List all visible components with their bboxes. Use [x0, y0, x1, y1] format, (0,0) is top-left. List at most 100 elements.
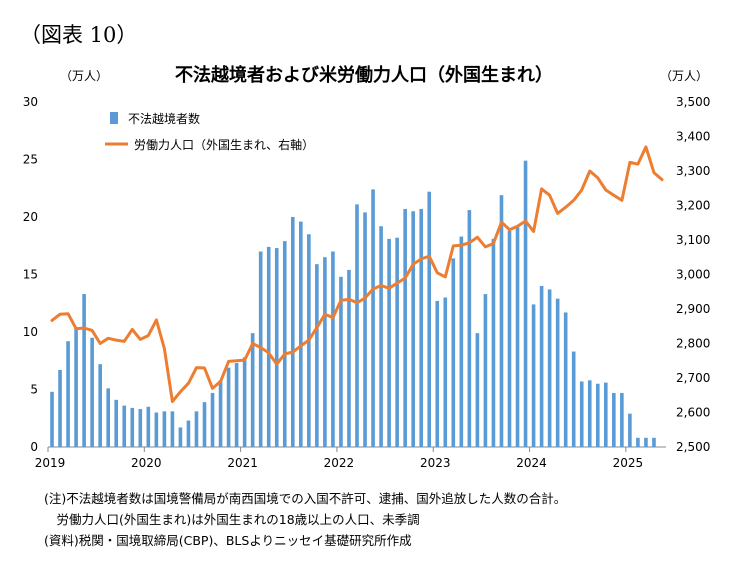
- bar: [427, 191, 432, 447]
- bar: [515, 226, 520, 447]
- bar: [66, 341, 70, 447]
- bar: [274, 248, 279, 447]
- bar: [539, 286, 544, 447]
- left-axis-unit: （万人）: [60, 69, 108, 83]
- bar: [178, 427, 183, 447]
- left-y-tick-label: 15: [23, 268, 38, 282]
- bar: [202, 402, 207, 447]
- bar: [146, 406, 151, 447]
- bar: [186, 420, 191, 447]
- bar: [50, 391, 54, 447]
- bar: [114, 399, 119, 447]
- bar: [523, 160, 528, 447]
- bar: [579, 381, 584, 447]
- bar: [170, 411, 175, 447]
- x-tick-label: 2021: [227, 456, 258, 470]
- bar: [555, 298, 560, 447]
- left-y-tick-label: 25: [23, 153, 38, 167]
- bar: [395, 237, 399, 447]
- bar: [339, 276, 343, 447]
- bar: [531, 304, 536, 447]
- right-y-tick-label: 3,300: [676, 164, 710, 178]
- right-y-tick-label: 2,700: [676, 371, 710, 385]
- left-y-tick-label: 0: [30, 440, 38, 454]
- bar: [419, 208, 424, 447]
- bar: [547, 289, 552, 447]
- chart-title: 不法越境者および米労働力人口（外国生まれ）: [175, 64, 553, 86]
- bar: [435, 300, 440, 447]
- right-y-tick-label: 3,400: [676, 130, 710, 144]
- bar: [82, 294, 86, 447]
- bar: [58, 369, 62, 447]
- bar: [636, 437, 640, 447]
- bar: [290, 217, 295, 447]
- bar: [210, 392, 215, 447]
- bar: [154, 412, 159, 447]
- bar: [459, 236, 464, 447]
- bar: [571, 351, 576, 447]
- left-y-tick-label: 10: [23, 325, 38, 339]
- bar: [595, 383, 600, 447]
- bar: [106, 388, 111, 447]
- right-y-tick-label: 2,600: [676, 406, 710, 420]
- bar: [138, 409, 143, 447]
- bar: [299, 221, 303, 447]
- bar: [130, 407, 135, 447]
- bar: [162, 411, 167, 447]
- right-y-tick-label: 3,500: [676, 95, 710, 109]
- bar: [475, 333, 480, 447]
- bar: [379, 226, 383, 447]
- bar: [587, 380, 592, 447]
- bar: [387, 238, 391, 447]
- bar: [218, 380, 223, 447]
- bar: [563, 312, 568, 447]
- bar: [612, 392, 616, 447]
- x-tick-label: 2022: [324, 456, 355, 470]
- x-tick-label: 2020: [131, 456, 162, 470]
- x-tick-label: 2025: [613, 456, 644, 470]
- bar: [98, 364, 102, 447]
- bar: [628, 413, 632, 447]
- bar: [250, 333, 255, 447]
- right-axis-unit: （万人）: [660, 69, 708, 83]
- bar: [323, 257, 327, 447]
- bar: [90, 337, 94, 447]
- x-tick-label: 2024: [516, 456, 547, 470]
- note-line-2: 労働力人口(外国生まれ)は外国生まれの18歳以上の人口、未季調: [44, 512, 420, 527]
- left-y-tick-label: 20: [23, 210, 38, 224]
- figure-label: （図表 10）: [20, 23, 137, 47]
- bar: [282, 241, 287, 447]
- right-y-tick-label: 3,100: [676, 233, 710, 247]
- bar: [451, 258, 456, 447]
- bar: [266, 246, 271, 447]
- bar: [411, 211, 415, 447]
- bar: [603, 382, 608, 447]
- bar: [644, 437, 648, 447]
- line-series-labor-force: [50, 145, 664, 403]
- note-line-1: (注)不法越境者数は国境警備局が南西国境での入国不許可、逮捕、国外追放した人数の…: [44, 491, 566, 506]
- bar: [652, 437, 656, 447]
- left-y-tick-label: 5: [30, 383, 38, 397]
- bar: [355, 204, 359, 447]
- bar: [467, 210, 472, 447]
- bar: [226, 367, 231, 447]
- bar: [315, 264, 319, 447]
- bar: [234, 363, 239, 447]
- right-y-tick-label: 2,900: [676, 302, 710, 316]
- right-y-tick-label: 3,000: [676, 268, 710, 282]
- bar: [403, 208, 407, 447]
- bar: [331, 251, 335, 447]
- bar: [443, 297, 448, 447]
- bar: [122, 405, 127, 447]
- right-y-tick-label: 2,800: [676, 337, 710, 351]
- bar: [347, 269, 351, 447]
- legend-bar-swatch: [110, 112, 118, 124]
- bar: [507, 230, 512, 447]
- bar: [620, 392, 624, 447]
- bar: [74, 328, 78, 447]
- legend-line-label: 労働力人口（外国生まれ、右軸）: [134, 137, 314, 152]
- bar: [371, 189, 375, 447]
- x-tick-label: 2023: [420, 456, 451, 470]
